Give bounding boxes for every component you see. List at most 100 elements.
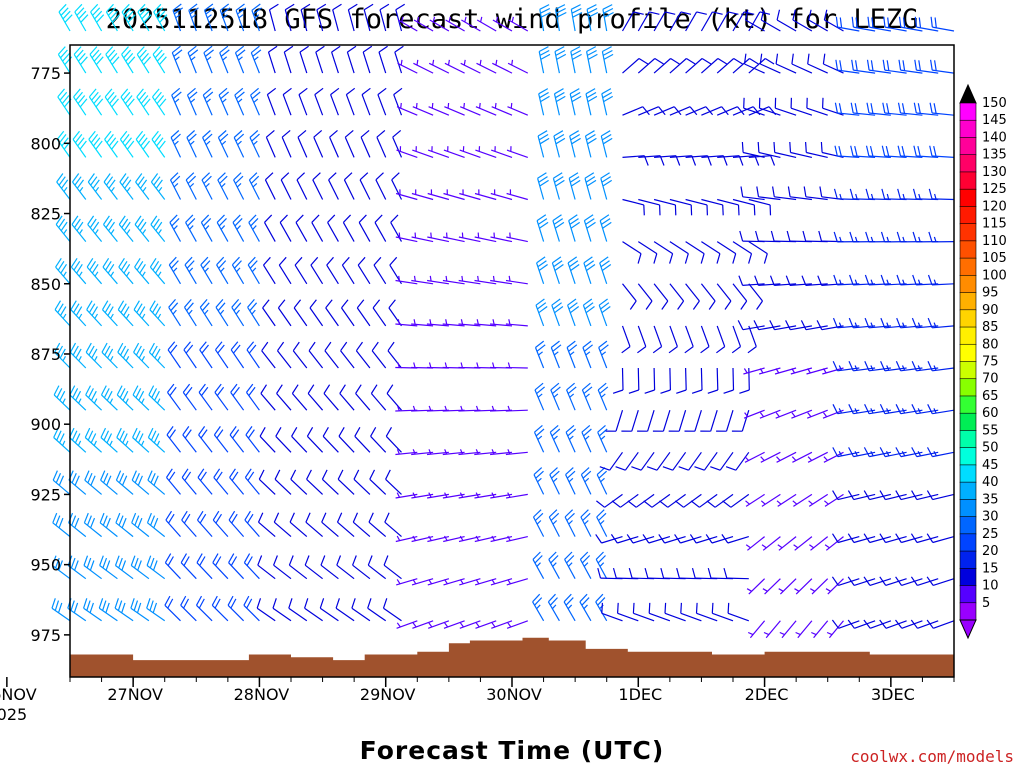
barb-feather bbox=[189, 7, 199, 15]
barb-feather bbox=[581, 555, 591, 564]
barb-staff bbox=[696, 612, 718, 622]
wind-barb bbox=[716, 410, 734, 432]
barb-feather bbox=[53, 427, 59, 438]
barb-feather bbox=[849, 231, 854, 243]
barb-feather bbox=[77, 137, 85, 147]
wind-barb bbox=[912, 274, 939, 286]
wind-barb bbox=[327, 214, 339, 242]
barb-staff bbox=[664, 536, 686, 544]
barb-feather bbox=[74, 218, 81, 228]
barb-half-feather bbox=[252, 140, 258, 146]
wind-barb bbox=[264, 172, 276, 200]
wind-barb bbox=[245, 426, 260, 453]
barb-staff bbox=[387, 350, 402, 369]
colorbar-swatch bbox=[959, 481, 977, 500]
barb-feather bbox=[243, 595, 250, 606]
barb-half-feather bbox=[204, 309, 209, 315]
barb-feather bbox=[759, 53, 763, 65]
barb-staff bbox=[72, 181, 87, 200]
wind-barb bbox=[653, 283, 669, 310]
barb-half-feather bbox=[93, 398, 98, 404]
barb-staff bbox=[84, 522, 102, 538]
barb-half-feather bbox=[206, 98, 211, 103]
barb-feather bbox=[756, 186, 760, 197]
barb-feather bbox=[100, 470, 106, 481]
barb-staff bbox=[228, 519, 245, 537]
barb-feather bbox=[139, 221, 147, 232]
barb-staff bbox=[595, 601, 608, 622]
barb-staff bbox=[727, 536, 749, 544]
wind-barb bbox=[69, 385, 87, 411]
barb-feather bbox=[565, 597, 574, 606]
barb-feather bbox=[568, 302, 578, 310]
barb-feather bbox=[644, 567, 649, 579]
barb-feather bbox=[180, 595, 187, 606]
barb-feather bbox=[568, 344, 578, 352]
wind-barb bbox=[835, 59, 860, 74]
barb-feather bbox=[154, 390, 160, 401]
barb-feather bbox=[569, 218, 579, 225]
colorbar-label: 55 bbox=[982, 423, 999, 438]
barb-staff bbox=[792, 19, 813, 32]
barb-staff bbox=[183, 306, 197, 327]
wind-barb bbox=[396, 620, 418, 629]
colorbar-swatch bbox=[959, 430, 977, 449]
barb-staff bbox=[391, 179, 403, 200]
barb-feather bbox=[895, 576, 902, 586]
barb-half-feather bbox=[253, 98, 259, 103]
barb-feather bbox=[90, 3, 99, 13]
barb-feather bbox=[315, 45, 325, 53]
barb-staff bbox=[184, 264, 197, 285]
barb-staff bbox=[701, 241, 721, 255]
wind-barb bbox=[395, 319, 418, 327]
wind-barb bbox=[369, 469, 387, 495]
barb-staff bbox=[741, 410, 750, 432]
barb-staff bbox=[790, 325, 813, 331]
barb-staff bbox=[664, 612, 686, 622]
barb-half-feather bbox=[62, 313, 67, 319]
barb-feather bbox=[150, 515, 156, 526]
barb-feather bbox=[91, 348, 98, 359]
barb-feather bbox=[378, 45, 388, 53]
barb-half-feather bbox=[775, 368, 780, 374]
barb-feather bbox=[392, 129, 402, 138]
wind-barb bbox=[117, 342, 134, 369]
wind-barb bbox=[428, 102, 450, 116]
barb-feather bbox=[312, 172, 321, 181]
barb-feather bbox=[553, 260, 563, 268]
barb-feather bbox=[912, 231, 917, 243]
wind-barb bbox=[146, 555, 166, 580]
wind-barb bbox=[250, 87, 261, 116]
barb-half-feather bbox=[428, 362, 432, 368]
wind-barb bbox=[279, 214, 292, 242]
barb-feather bbox=[579, 593, 588, 603]
barb-feather bbox=[716, 346, 726, 354]
barb-feather bbox=[164, 595, 171, 606]
barb-feather bbox=[928, 188, 933, 200]
barb-half-feather bbox=[252, 225, 257, 230]
wind-barb bbox=[282, 87, 292, 116]
wind-barb bbox=[691, 567, 718, 580]
barb-feather bbox=[88, 388, 94, 398]
barb-staff bbox=[683, 493, 702, 508]
barb-half-feather bbox=[746, 588, 752, 592]
barb-feather bbox=[55, 257, 62, 268]
barb-feather bbox=[56, 130, 65, 140]
barb-staff bbox=[653, 11, 666, 32]
barb-feather bbox=[554, 306, 564, 314]
wind-barb bbox=[459, 102, 481, 116]
barb-feather bbox=[377, 87, 387, 96]
wind-barb bbox=[101, 342, 118, 369]
barb-staff bbox=[258, 521, 276, 538]
barb-staff bbox=[267, 51, 276, 74]
barb-feather bbox=[756, 300, 763, 310]
barb-half-feather bbox=[585, 393, 590, 398]
wind-barb bbox=[85, 385, 103, 411]
barb-feather bbox=[918, 60, 921, 71]
barb-feather bbox=[567, 386, 577, 395]
wind-barb bbox=[376, 129, 387, 158]
wind-barb bbox=[685, 11, 707, 32]
barb-feather bbox=[554, 264, 564, 271]
wind-barb bbox=[172, 3, 184, 32]
wind-barb bbox=[622, 106, 650, 116]
